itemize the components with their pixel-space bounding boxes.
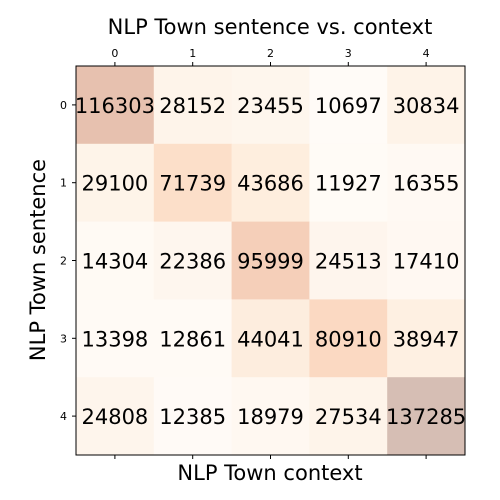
heatmap-cell [76,377,155,456]
y-tick-label: 0 [60,99,67,112]
heatmap-cell [231,221,310,300]
plot-frame [75,65,466,456]
cell-value-label: 24808 [81,405,148,429]
heatmap-cell [231,299,310,378]
cell-value-label: 12385 [159,405,226,429]
heatmap-cell [309,299,388,378]
cell-value-label: 43686 [237,172,304,196]
cell-value-label: 13398 [81,327,148,351]
y-axis-label: NLP Town sentence [26,159,50,361]
cell-value-label: 30834 [393,94,460,118]
cell-value-label: 17410 [393,250,460,274]
cell-value-label: 16355 [393,172,460,196]
chart-title: NLP Town sentence vs. context [108,15,433,39]
heatmap-cell [231,66,310,145]
cell-value-label: 22386 [159,250,226,274]
cell-value-label: 95999 [237,250,304,274]
cell-value-label: 80910 [315,327,382,351]
heatmap-cell [76,143,155,223]
x-tick-label: 0 [111,47,118,60]
heatmap-cell [309,377,388,456]
heatmap-cell [231,377,310,456]
cell-value-label: 12861 [159,327,226,351]
heatmap-cell [387,221,466,300]
heatmap-cell [153,299,233,378]
cell-value-label: 28152 [159,94,226,118]
heatmap-cell [153,377,233,456]
cell-value-label: 71739 [159,172,226,196]
cell-value-label: 116303 [75,94,155,118]
heatmap-cell [387,143,466,223]
x-tick-label: 1 [189,47,196,60]
heatmap-cell [231,143,310,223]
y-ticks: 0 1 2 3 4 [60,99,76,423]
cell-value-label: 23455 [237,94,304,118]
heatmap-cell [387,299,466,378]
cell-value-label: 10697 [315,94,382,118]
heatmap-cell [387,66,466,145]
y-tick-label: 1 [60,177,67,190]
x-tick-label: 4 [423,47,430,60]
heatmap-cell [309,66,388,145]
heatmap-cell [309,143,388,223]
cell-value-label: 18979 [237,405,304,429]
cell-value-label: 44041 [237,327,304,351]
heatmap-cell [76,66,155,145]
cell-value-label: 24513 [315,250,382,274]
x-ticks: 0 1 2 3 4 [111,47,430,459]
heatmap-cell [153,143,233,223]
cell-value-label: 14304 [81,250,148,274]
cell-value-label: 38947 [393,327,460,351]
heatmap-cell [309,221,388,300]
heatmap-cell [153,221,233,300]
heatmap-cell [387,377,466,456]
y-tick-label: 2 [60,255,67,268]
y-tick-label: 4 [60,410,67,423]
cell-value-label: 29100 [81,172,148,196]
y-tick-label: 3 [60,332,67,345]
heatmap-cell [153,66,233,145]
heatmap-cells: 116303 28152 23455 10697 30834 29100 71739 4368… [75,66,466,456]
cell-value-label: 11927 [315,172,382,196]
cell-value-label: 137285 [386,405,466,429]
heatmap-cell [76,299,155,378]
cell-value-label: 27534 [315,405,382,429]
x-axis-label: NLP Town context [177,461,362,485]
heatmap-cell [76,221,155,300]
x-tick-label: 2 [267,47,274,60]
x-tick-label: 3 [345,47,352,60]
